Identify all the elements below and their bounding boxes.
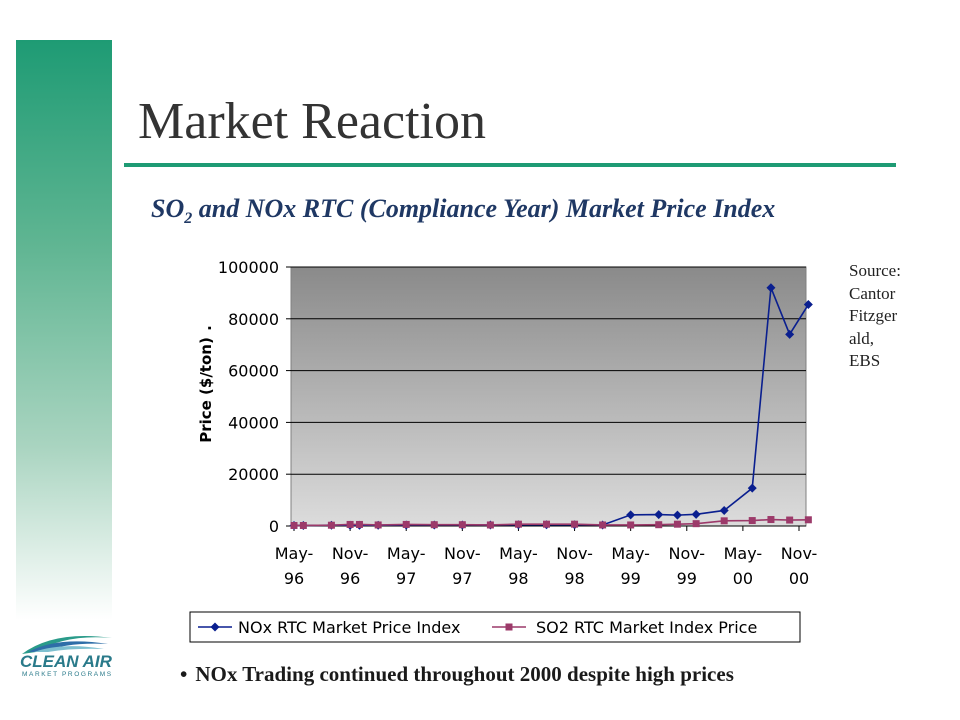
x-tick-label-line: May-: [611, 544, 650, 563]
title-divider: [124, 163, 896, 167]
source-line: ald,: [849, 328, 875, 348]
nox-data-point: [654, 510, 664, 520]
so2-data-point: [374, 521, 382, 529]
so2-data-point: [346, 520, 354, 528]
logo-wordmark: CLEAN AIR: [20, 652, 112, 671]
x-tick-label-line: Nov-: [444, 544, 481, 563]
nox-data-point: [766, 283, 776, 293]
so2-data-point: [804, 516, 812, 524]
source-line: Fitzger: [849, 306, 898, 325]
x-tick-label-line: 98: [564, 569, 584, 588]
x-tick-label-line: May-: [387, 544, 426, 563]
so2-data-point: [290, 521, 298, 529]
x-tick-label: Nov- 97: [444, 544, 481, 588]
x-tick-label-line: 99: [620, 569, 640, 588]
x-tick-label-line: May-: [275, 544, 314, 563]
side-accent-bar: [16, 40, 112, 620]
y-axis-label: Price ($/ton): [197, 337, 215, 443]
so2-data-point: [748, 517, 756, 525]
legend-marker-square: [505, 623, 513, 631]
x-tick-label-line: 97: [396, 569, 416, 588]
chart-heading-part1: SO: [151, 194, 185, 223]
x-tick-label-line: Nov-: [556, 544, 593, 563]
x-tick-label-line: 97: [452, 569, 472, 588]
source-line: Cantor: [849, 283, 896, 303]
x-tick-label: May- 97: [387, 544, 426, 588]
x-tick-label-line: May-: [724, 544, 763, 563]
x-tick-label-line: 00: [733, 569, 753, 588]
so2-data-point: [692, 520, 700, 528]
page-title: Market Reaction: [138, 93, 486, 150]
so2-data-point: [327, 521, 335, 529]
so2-data-point: [599, 521, 607, 529]
x-tick-label: Nov- 96: [332, 544, 369, 588]
nox-data-point: [626, 510, 636, 520]
chart-legend: NOx RTC Market Price Index SO2 RTC Market…: [189, 611, 801, 643]
legend-label: NOx RTC Market Price Index: [238, 618, 460, 637]
so2-data-point: [673, 520, 681, 528]
so2-data-point: [486, 521, 494, 529]
nox-data-point: [719, 505, 729, 515]
so2-data-point: [767, 516, 775, 524]
so2-data-point: [458, 521, 466, 529]
so2-data-point: [720, 517, 728, 525]
so2-data-point: [627, 521, 635, 529]
nox-data-point: [672, 510, 682, 520]
so2-data-point: [355, 520, 363, 528]
so2-data-point: [430, 521, 438, 529]
x-tick-label-line: 99: [677, 569, 697, 588]
so2-data-point: [299, 521, 307, 529]
so2-data-point: [543, 520, 550, 528]
nox-data-point: [747, 483, 757, 493]
price-index-chart: 0 20000 40000 60000 80000 100000 May- 96 Nov- 96…: [189, 258, 818, 643]
y-tick-label: 60000: [228, 362, 279, 381]
bullet-point: • NOx Trading continued throughout 2000 d…: [180, 662, 734, 687]
y-tick-label: 40000: [228, 413, 279, 432]
nox-data-point: [803, 300, 813, 310]
x-tick-label-line: Nov-: [668, 544, 705, 563]
bullet-text: NOx Trading continued throughout 2000 de…: [195, 662, 734, 686]
chart-heading-subscript: 2: [184, 210, 193, 228]
legend-label: SO2 RTC Market Index Price: [536, 618, 757, 637]
legend-marker-diamond: [210, 622, 220, 632]
plot-area: [290, 266, 807, 527]
so2-data-point: [655, 521, 663, 529]
chart-heading: SO2 and NOx RTC (Compliance Year) Market…: [151, 194, 775, 228]
x-tick-label: May- 98: [499, 544, 538, 588]
chart-heading-part2: and NOx RTC (Compliance Year) Market Pri…: [192, 194, 776, 223]
x-tick-label: Nov- 99: [668, 544, 705, 588]
so2-data-point: [786, 516, 794, 524]
x-tick-label-line: 96: [340, 569, 360, 588]
x-tick-label: May- 99: [611, 544, 650, 588]
y-axis-label-suffix: .: [197, 325, 215, 331]
y-tick-label: 100000: [218, 258, 279, 277]
x-tick-label-line: 00: [789, 569, 809, 588]
bullet-dot: •: [180, 662, 188, 686]
x-tick-label-line: 96: [284, 569, 304, 588]
source-note: Source: Cantor Fitzger ald, EBS: [849, 260, 939, 373]
x-tick-label-line: Nov-: [332, 544, 369, 563]
y-tick-label: 80000: [228, 310, 279, 329]
x-tick-label: May- 00: [724, 544, 763, 588]
x-tick-label: Nov- 98: [556, 544, 593, 588]
so2-data-point: [402, 520, 410, 528]
y-tick-label: 0: [269, 517, 279, 536]
y-tick-label: 20000: [228, 465, 279, 484]
x-tick-label-line: 98: [508, 569, 528, 588]
x-tick-label: May- 96: [275, 544, 314, 588]
logo-subtext: MARKET PROGRAMS: [22, 671, 113, 678]
source-line: Source:: [849, 261, 901, 280]
so2-data-point: [514, 520, 522, 528]
clean-air-logo: [22, 636, 112, 654]
x-tick-label-line: May-: [499, 544, 538, 563]
so2-data-point: [571, 520, 579, 528]
x-tick-label-line: Nov-: [781, 544, 818, 563]
source-line: EBS: [849, 351, 881, 370]
x-tick-label: Nov- 00: [781, 544, 818, 588]
nox-data-point: [785, 329, 795, 339]
